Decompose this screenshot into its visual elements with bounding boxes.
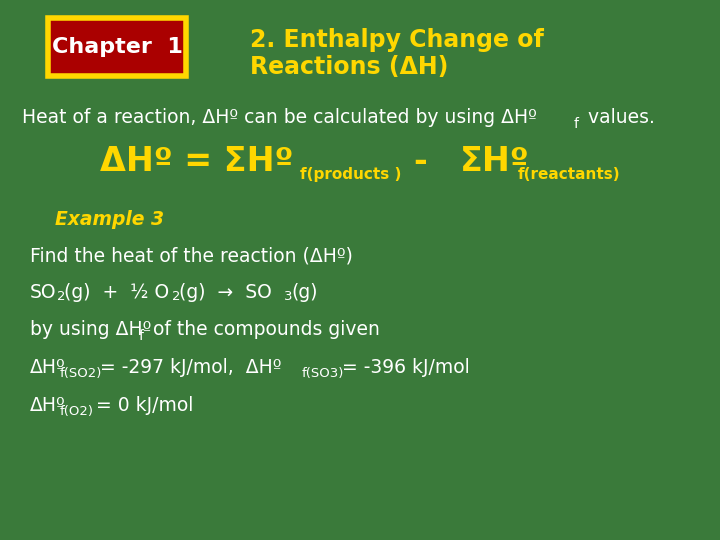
Text: 2: 2	[57, 290, 66, 303]
Text: = -396 kJ/mol: = -396 kJ/mol	[342, 358, 469, 377]
Text: ΔHº: ΔHº	[30, 396, 66, 415]
Text: -: -	[413, 145, 427, 178]
Text: Chapter  1: Chapter 1	[52, 37, 182, 57]
Text: ΣHº: ΣHº	[460, 145, 530, 178]
Text: ΔHº = ΣHº: ΔHº = ΣHº	[100, 145, 293, 178]
Text: Reactions (ΔH): Reactions (ΔH)	[250, 55, 449, 79]
Text: f(O2): f(O2)	[60, 405, 94, 418]
Text: f(SO3): f(SO3)	[302, 367, 344, 380]
Text: 3: 3	[284, 290, 292, 303]
Text: 2. Enthalpy Change of: 2. Enthalpy Change of	[250, 28, 544, 52]
Text: = -297 kJ/mol,  ΔHº: = -297 kJ/mol, ΔHº	[100, 358, 282, 377]
Text: (g)  +  ½ O: (g) + ½ O	[64, 283, 169, 302]
Text: (g): (g)	[291, 283, 318, 302]
FancyBboxPatch shape	[48, 18, 186, 76]
Text: Example 3: Example 3	[55, 210, 164, 229]
Text: f: f	[574, 117, 579, 131]
Text: = 0 kJ/mol: = 0 kJ/mol	[96, 396, 194, 415]
Text: Find the heat of the reaction (ΔHº): Find the heat of the reaction (ΔHº)	[30, 246, 353, 265]
Text: Heat of a reaction, ΔHº can be calculated by using ΔHº: Heat of a reaction, ΔHº can be calculate…	[22, 108, 537, 127]
Text: (g)  →  SO: (g) → SO	[179, 283, 271, 302]
Text: 2: 2	[172, 290, 181, 303]
Text: ΔHº: ΔHº	[30, 358, 66, 377]
Text: of the compounds given: of the compounds given	[147, 320, 380, 339]
Text: f(reactants): f(reactants)	[518, 167, 621, 182]
Text: f(products ): f(products )	[300, 167, 401, 182]
Text: f: f	[139, 329, 144, 343]
Text: values.: values.	[582, 108, 655, 127]
Text: SO: SO	[30, 283, 56, 302]
Text: f(SO2): f(SO2)	[60, 367, 102, 380]
Text: by using ΔHº: by using ΔHº	[30, 320, 151, 339]
